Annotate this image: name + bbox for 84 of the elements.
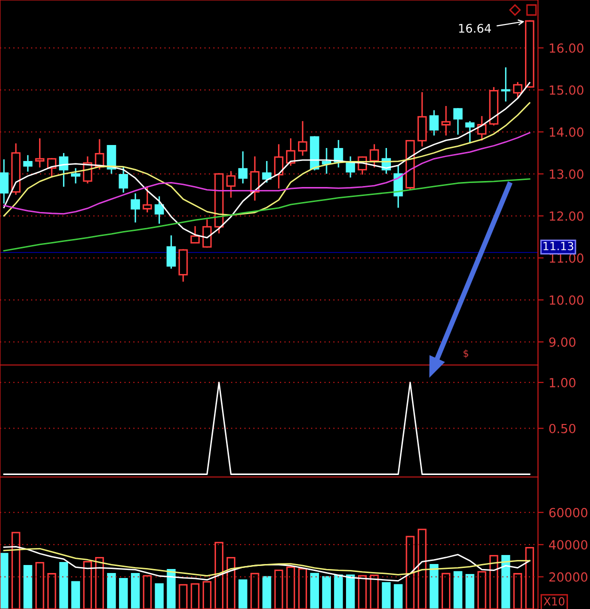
y-tick-label: 9.00 <box>549 337 576 347</box>
bar <box>190 583 200 609</box>
y-tick-label: 14.00 <box>550 127 584 137</box>
bar <box>310 572 319 609</box>
bar <box>0 552 8 609</box>
bar <box>406 536 415 609</box>
bar <box>418 528 427 609</box>
bar <box>525 546 534 609</box>
candlestick <box>417 92 427 146</box>
bar <box>238 579 248 609</box>
line-series <box>3 102 530 217</box>
y-tick-label: 12.00 <box>550 211 584 221</box>
candlestick <box>513 82 522 98</box>
bar <box>59 562 68 609</box>
bar <box>202 581 212 609</box>
bar <box>489 555 498 609</box>
bar <box>394 584 403 609</box>
bar <box>214 542 224 609</box>
bar <box>119 578 128 609</box>
line-series <box>3 548 530 577</box>
line-series <box>3 132 530 214</box>
bar <box>501 555 510 609</box>
bar <box>430 564 438 609</box>
bar <box>358 575 367 609</box>
bar <box>226 556 236 609</box>
text: X10 <box>544 597 564 606</box>
bar <box>454 571 462 609</box>
bar <box>513 573 522 609</box>
candlestick <box>501 67 510 102</box>
bar <box>322 576 331 609</box>
bar <box>382 582 391 609</box>
bar <box>334 574 343 609</box>
bar <box>370 574 379 609</box>
bar <box>250 572 260 609</box>
bar <box>142 575 152 609</box>
y-tick-label: 60000 <box>549 508 588 518</box>
candlestick <box>429 110 439 136</box>
bar <box>35 562 44 609</box>
bar <box>23 565 32 609</box>
bar <box>130 573 140 609</box>
candlestick <box>142 186 152 212</box>
candlestick <box>250 156 260 201</box>
y-tick-label: 15.00 <box>550 85 584 95</box>
candlestick <box>59 153 68 187</box>
candlestick <box>441 106 451 136</box>
bar <box>47 573 56 609</box>
candlestick <box>166 235 176 269</box>
candlestick <box>465 121 475 144</box>
candlestick <box>23 155 32 172</box>
y-tick-label: 20000 <box>549 572 588 582</box>
bar <box>346 574 355 609</box>
line-series <box>3 546 530 582</box>
bar <box>262 576 272 609</box>
candlestick <box>11 143 21 195</box>
bar <box>466 574 474 609</box>
annotation: $ <box>464 349 468 358</box>
bar <box>274 570 284 609</box>
y-tick-label: 13.00 <box>550 169 584 179</box>
y-tick-label: 16.00 <box>550 43 584 53</box>
bar <box>154 583 164 609</box>
candlestick <box>35 138 44 168</box>
bar <box>286 566 296 609</box>
bar <box>11 532 20 609</box>
bar <box>442 572 450 609</box>
bar <box>298 568 308 609</box>
annotation: 16.64 <box>459 24 491 33</box>
bar <box>107 573 116 609</box>
bar <box>95 556 104 609</box>
candlestick <box>489 87 498 126</box>
y-tick-label: 40000 <box>549 540 588 550</box>
ref-line-label: 11.13 <box>544 242 574 250</box>
y-tick-label: 0.50 <box>549 424 576 434</box>
candlestick <box>298 121 308 156</box>
candlestick <box>274 144 284 188</box>
y-tick-label: 1.00 <box>550 378 576 388</box>
y-tick-label: 10.00 <box>550 295 584 305</box>
bar <box>178 584 188 609</box>
bar <box>477 571 486 609</box>
candlestick <box>0 159 9 204</box>
candlestick <box>238 151 248 184</box>
candlestick <box>130 193 140 222</box>
bar <box>71 581 80 609</box>
bar <box>83 560 92 609</box>
candlestick <box>286 138 296 166</box>
